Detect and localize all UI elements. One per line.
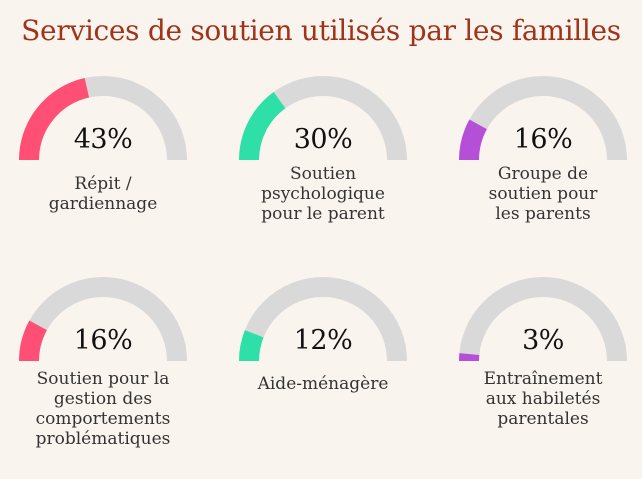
gauge-1: 43% Répit /gardiennage (3, 78, 203, 278)
label-line: psychologique (223, 184, 423, 204)
label-line: Soutien (223, 164, 423, 184)
gauge-5: 12% Aide-ménagère (223, 279, 423, 479)
gauge-percent-label: 43% (3, 124, 203, 155)
label-line: Aide-ménagère (223, 374, 423, 394)
label-line: Groupe de (443, 164, 642, 184)
label-line: soutien pour (443, 184, 642, 204)
label-line: Répit / (3, 174, 203, 194)
label-line: Entraînement (443, 369, 642, 389)
label-line: problématiques (3, 429, 203, 449)
gauge-percent-label: 3% (443, 325, 642, 356)
label-line: pour le parent (223, 204, 423, 224)
label-line: parentales (443, 409, 642, 429)
gauge-percent-label: 16% (3, 325, 203, 356)
label-line: comportements (3, 409, 203, 429)
gauge-percent-label: 12% (223, 325, 423, 356)
label-line: gestion des (3, 389, 203, 409)
label-line: aux habiletés (443, 389, 642, 409)
label-line: les parents (443, 204, 642, 224)
gauge-category-label: Aide-ménagère (223, 374, 423, 394)
label-line: gardiennage (3, 194, 203, 214)
gauge-percent-label: 16% (443, 124, 642, 155)
gauge-percent-label: 30% (223, 124, 423, 155)
gauge-category-label: Répit /gardiennage (3, 174, 203, 214)
label-line: Soutien pour la (3, 369, 203, 389)
